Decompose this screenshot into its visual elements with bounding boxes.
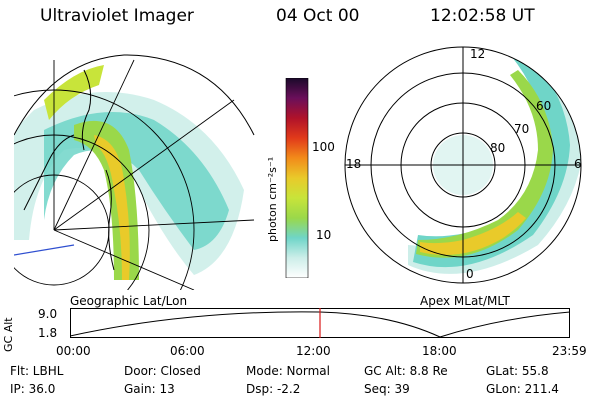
date-label: 04 Oct 00 xyxy=(276,6,360,26)
glon-status: GLon: 211.4 xyxy=(486,382,559,396)
gc-alt-status: GC Alt: 8.8 Re xyxy=(364,364,448,378)
geo-aurora-upper xyxy=(44,65,104,120)
alt-x-tick-1: 06:00 xyxy=(170,344,205,358)
time-label: 12:02:58 UT xyxy=(430,6,535,26)
door-status: Door: Closed xyxy=(124,364,201,378)
alt-curve xyxy=(70,311,570,338)
apex-aurora-strong xyxy=(420,212,526,255)
colorbar-tick-100: 100 xyxy=(312,140,335,154)
altitude-strip-plot xyxy=(70,308,570,338)
mlt-label-right: 6 xyxy=(574,157,582,171)
mode-status: Mode: Normal xyxy=(246,364,330,378)
geo-grid-lon-2 xyxy=(53,99,235,231)
alt-x-tick-0: 00:00 xyxy=(56,344,91,358)
mlt-label-left: 18 xyxy=(346,157,361,171)
alt-y-label: GC Alt xyxy=(2,317,15,352)
geo-limb xyxy=(14,54,255,136)
colorbar-tick-10: 10 xyxy=(316,228,332,242)
filter-status: Flt: LBHL xyxy=(10,364,64,378)
geo-grid-lon-3 xyxy=(53,219,255,231)
instrument-title: Ultraviolet Imager xyxy=(40,6,194,26)
dsp-status: Dsp: -2.2 xyxy=(246,382,301,396)
geo-grid-lon-1 xyxy=(53,59,135,231)
geo-grid-lon-4 xyxy=(53,229,195,290)
mlt-label-bottom: 0 xyxy=(466,267,474,281)
colorbar-fill xyxy=(285,78,309,278)
alt-x-tick-4: 23:59 xyxy=(552,344,587,358)
lat-label-70: 70 xyxy=(514,122,529,136)
colorbar xyxy=(285,78,309,278)
colorbar-unit-label: photon cm⁻²s⁻¹ xyxy=(266,156,279,242)
mlt-label-top: 12 xyxy=(470,47,485,61)
lat-label-80: 80 xyxy=(490,141,505,155)
apex-polar-plot: 12 18 6 0 60 70 80 xyxy=(344,46,582,284)
coastline xyxy=(23,69,115,271)
alt-y-tick-high: 9.0 xyxy=(38,307,58,321)
geo-aurora-strong xyxy=(94,135,130,280)
alt-x-tick-3: 18:00 xyxy=(422,344,457,358)
lat-label-60: 60 xyxy=(536,99,551,113)
geographic-image xyxy=(14,54,255,290)
apex-aurora-mid xyxy=(416,70,553,258)
gain-status: Gain: 13 xyxy=(124,382,175,396)
ip-status: IP: 36.0 xyxy=(10,382,56,396)
alt-x-tick-2: 12:00 xyxy=(296,344,331,358)
geo-caption: Geographic Lat/Lon xyxy=(70,294,188,308)
terminator-line xyxy=(14,244,75,256)
alt-y-tick-low: 1.8 xyxy=(38,326,58,340)
apex-caption: Apex MLat/MLT xyxy=(420,294,510,308)
glat-status: GLat: 55.8 xyxy=(486,364,549,378)
seq-status: Seq: 39 xyxy=(364,382,410,396)
